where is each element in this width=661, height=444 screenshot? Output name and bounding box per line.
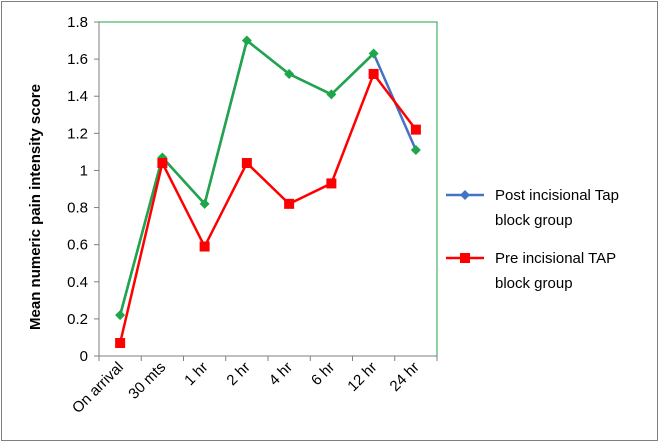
x-tick-label: 4 hr [266,359,296,389]
y-axis: 0 0.2 0.4 0.6 0.8 1 1.2 1.4 1.6 1.8 [67,14,100,365]
data-point [241,158,252,169]
series-layer [115,35,421,349]
legend-label: block group [495,275,573,292]
y-tick-label: 0.6 [67,237,88,254]
y-tick-label: 1.2 [67,125,88,142]
legend-label: Post incisional Tap [495,187,619,204]
data-point [368,48,379,59]
legend-label: Pre incisional TAP [495,250,616,267]
data-point [157,158,168,169]
data-point [326,89,337,100]
x-tick-label: On arrival [69,359,127,417]
y-tick-label: 0 [80,348,88,365]
series-pre-incisional [115,68,421,349]
data-point [199,198,210,209]
y-tick-label: 1.4 [67,88,88,105]
data-point [410,145,421,156]
data-point [115,310,126,321]
y-tick-label: 0.4 [67,274,88,291]
legend-marker [460,253,470,263]
x-tick-label: 1 hr [181,359,211,389]
x-tick-label: 30 mts [125,359,169,403]
data-point [368,68,379,79]
data-point [115,338,126,349]
y-tick-label: 0.8 [67,200,88,217]
legend-entry: Post incisional Tap block group [446,187,619,229]
data-point [199,241,210,252]
y-tick-label: 0.2 [67,311,88,328]
data-point [410,124,421,135]
data-point [241,35,252,46]
plot-border [98,21,438,357]
x-tick-label: 24 hr [386,359,422,395]
plot-area [98,21,438,357]
series-line [118,71,417,344]
data-point [284,198,295,209]
legend-label: block group [495,212,573,229]
y-tick-label: 1.8 [67,14,88,31]
legend-marker [460,190,470,200]
x-tick-label: 12 hr [344,359,380,395]
data-point [326,178,337,189]
y-tick-label: 1.6 [67,51,88,68]
data-point [284,68,295,79]
x-tick-label: 6 hr [308,359,338,389]
x-tick-label: 2 hr [223,359,253,389]
y-axis-label: Mean numeric pain intensity score [27,84,44,330]
legend-entry: Pre incisional TAP block group [446,250,616,292]
y-tick-label: 1 [80,162,88,179]
